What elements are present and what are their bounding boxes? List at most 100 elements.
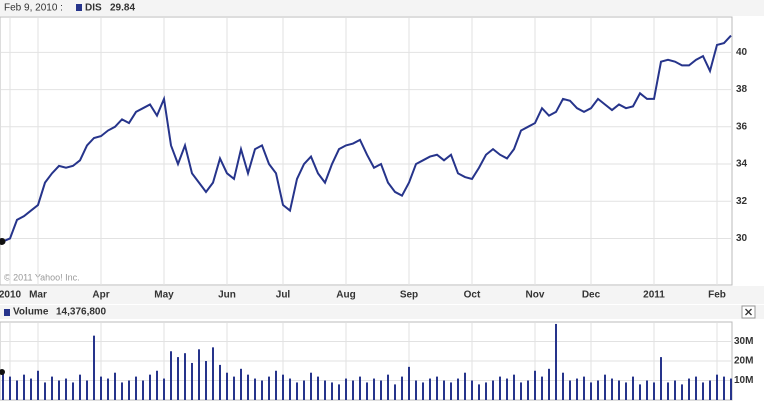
volume-bar xyxy=(639,384,641,400)
volume-bar xyxy=(590,382,592,400)
x-tick-label: Mar xyxy=(29,290,47,301)
volume-bar xyxy=(149,374,151,400)
volume-bar xyxy=(226,372,228,400)
volume-bar xyxy=(254,378,256,400)
volume-bar xyxy=(527,380,529,400)
volume-bar xyxy=(9,376,11,400)
x-tick-label: Aug xyxy=(336,290,355,301)
volume-bar xyxy=(506,378,508,400)
volume-bar xyxy=(625,382,627,400)
volume-bar xyxy=(429,378,431,400)
header-bar xyxy=(0,0,764,16)
volume-bar xyxy=(555,323,557,400)
volume-bar xyxy=(583,376,585,400)
volume-bar xyxy=(86,380,88,400)
volume-bar xyxy=(401,376,403,400)
volume-bar xyxy=(415,380,417,400)
volume-bar xyxy=(576,378,578,400)
volume-bar xyxy=(653,382,655,400)
volume-bar xyxy=(394,384,396,400)
volume-bar xyxy=(324,380,326,400)
volume-bar xyxy=(534,370,536,400)
volume-bar xyxy=(548,368,550,400)
volume-bar xyxy=(436,376,438,400)
y-tick-label: 38 xyxy=(736,84,748,95)
volume-bar xyxy=(562,372,564,400)
x-tick-label: Feb xyxy=(708,290,726,301)
volume-bar xyxy=(723,376,725,400)
volume-bar xyxy=(709,380,711,400)
x-tick-label: May xyxy=(154,290,174,301)
volume-bar xyxy=(695,376,697,400)
volume-bar xyxy=(366,382,368,400)
volume-bar xyxy=(408,366,410,400)
volume-bar xyxy=(261,380,263,400)
x-tick-label: Dec xyxy=(582,290,601,301)
x-axis-band xyxy=(0,286,764,304)
volume-bar xyxy=(674,380,676,400)
volume-bar xyxy=(65,378,67,400)
volume-bar xyxy=(289,378,291,400)
volume-bar xyxy=(128,380,130,400)
volume-bar xyxy=(37,370,39,400)
volume-bar xyxy=(170,351,172,400)
volume-bar xyxy=(667,382,669,400)
volume-bar xyxy=(16,380,18,400)
volume-bar xyxy=(205,361,207,400)
volume-bar xyxy=(51,376,53,400)
legend-name: Volume xyxy=(13,307,49,318)
y-tick-label: 32 xyxy=(736,196,748,207)
volume-bar xyxy=(331,382,333,400)
volume-bar xyxy=(422,382,424,400)
volume-bar xyxy=(716,374,718,400)
volume-bar xyxy=(317,376,319,400)
volume-bar xyxy=(611,378,613,400)
volume-bar xyxy=(247,374,249,400)
price-line xyxy=(2,34,732,243)
volume-bar xyxy=(688,378,690,400)
volume-bar xyxy=(338,384,340,400)
volume-bar xyxy=(632,376,634,400)
volume-bar xyxy=(387,374,389,400)
copyright: © 2011 Yahoo! Inc. xyxy=(4,272,80,282)
volume-bar xyxy=(520,382,522,400)
volume-bar xyxy=(107,378,109,400)
cursor-dot xyxy=(0,368,5,375)
legend-value: 14,376,800 xyxy=(56,307,106,318)
volume-bar xyxy=(156,370,158,400)
volume-bar xyxy=(597,380,599,400)
volume-bar xyxy=(198,349,200,400)
volume-bar xyxy=(184,353,186,400)
volume-bar xyxy=(730,378,732,400)
volume-bar xyxy=(492,380,494,400)
volume-bar xyxy=(72,382,74,400)
volume-bar xyxy=(604,374,606,400)
close-button[interactable] xyxy=(741,305,756,319)
x-tick-label: Nov xyxy=(526,290,545,301)
y-tick-label: 36 xyxy=(736,121,748,132)
volume-bar xyxy=(660,357,662,400)
volume-bar xyxy=(121,382,123,400)
volume-bar xyxy=(275,370,277,400)
y-tick-label: 10M xyxy=(734,375,753,386)
x-tick-label: 2011 xyxy=(643,290,665,301)
close-icon[interactable] xyxy=(745,308,752,316)
volume-bar xyxy=(163,378,165,400)
x-tick-label: Jul xyxy=(276,290,291,301)
volume-bar xyxy=(618,380,620,400)
date-readout: Feb 9, 2010 : xyxy=(4,3,63,14)
volume-bar xyxy=(380,380,382,400)
volume-bar xyxy=(44,382,46,400)
volume-bar xyxy=(457,378,459,400)
volume-bar xyxy=(373,378,375,400)
volume-bar xyxy=(268,376,270,400)
y-tick-label: 34 xyxy=(736,159,748,170)
legend-value: 29.84 xyxy=(110,3,135,14)
y-tick-label: 30M xyxy=(734,336,753,347)
x-tick-label: 2010 xyxy=(0,290,22,301)
volume-bar xyxy=(569,380,571,400)
legend-swatch xyxy=(4,309,10,316)
volume-bar xyxy=(296,382,298,400)
volume-bar xyxy=(233,376,235,400)
volume-bar xyxy=(212,347,214,400)
